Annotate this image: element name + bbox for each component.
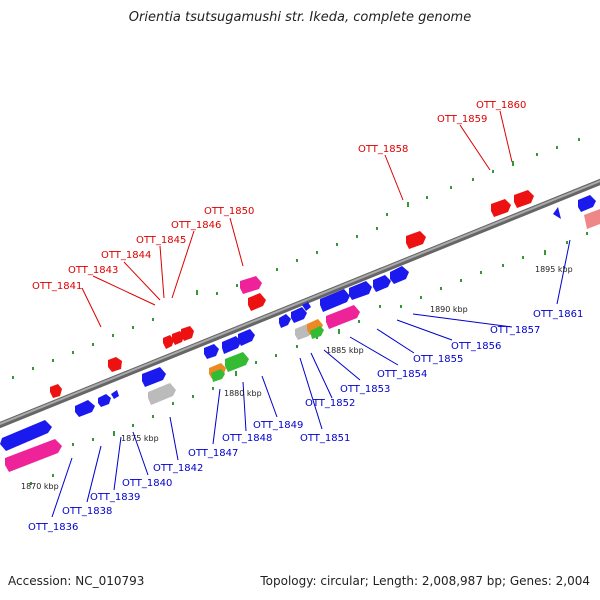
tick-1880: 1880 kbp: [224, 389, 262, 398]
gene-ott-1838[interactable]: [75, 400, 95, 417]
gene-ott-1850b[interactable]: [248, 293, 266, 311]
gene-ott-1839[interactable]: [98, 394, 111, 407]
gene-ott-1857b[interactable]: [390, 266, 409, 284]
gene-ott-1850[interactable]: [240, 276, 262, 294]
gene-ott-1840[interactable]: [111, 390, 119, 399]
label-leader-lines: [51, 110, 571, 518]
inner-dotted-track: [30, 232, 588, 485]
label-ott-1838[interactable]: OTT_1838: [62, 506, 112, 517]
gene-ott-1841[interactable]: [108, 357, 122, 372]
label-ott-1836[interactable]: OTT_1836: [28, 522, 78, 533]
genome-title: Orientia tsutsugamushi str. Ikeda, compl…: [128, 10, 472, 25]
label-ott-1848[interactable]: OTT_1848: [222, 433, 272, 444]
gene-ott-1844[interactable]: [163, 335, 174, 349]
tick-1890: 1890 kbp: [430, 305, 468, 314]
label-ott-1844[interactable]: OTT_1844: [101, 250, 151, 261]
accession-text: Accession: NC_010793: [8, 574, 145, 588]
gene-right-edge-blue[interactable]: [578, 195, 596, 212]
gene-right-edge-pink[interactable]: [584, 209, 600, 229]
genome-backbone-highlight: [0, 179, 600, 426]
label-ott-1842[interactable]: OTT_1842: [153, 463, 203, 474]
label-ott-1856[interactable]: OTT_1856: [451, 341, 501, 352]
label-ott-1849[interactable]: OTT_1849: [253, 420, 303, 431]
gene-ott-1836b[interactable]: [5, 439, 62, 472]
gene-ott-1843[interactable]: [50, 384, 62, 398]
gene-ott-1842[interactable]: [142, 367, 166, 387]
label-ott-1853[interactable]: OTT_1853: [340, 384, 390, 395]
label-ott-1840[interactable]: OTT_1840: [122, 478, 172, 489]
gene-ott-1849[interactable]: [238, 329, 255, 346]
gene-ott-1855[interactable]: [326, 305, 360, 329]
gene-ott-1860[interactable]: [514, 190, 534, 208]
tick-1895: 1895 kbp: [535, 265, 573, 274]
label-ott-1850[interactable]: OTT_1850: [204, 206, 254, 217]
gene-ott-1856[interactable]: [349, 281, 372, 300]
label-ott-1839[interactable]: OTT_1839: [90, 492, 140, 503]
label-ott-1854[interactable]: OTT_1854: [377, 369, 427, 380]
gene-ott-1848b[interactable]: [225, 352, 249, 372]
label-ott-1852[interactable]: OTT_1852: [305, 398, 355, 409]
label-ott-1857[interactable]: OTT_1857: [490, 325, 540, 336]
gene-ott-1853c[interactable]: [302, 302, 311, 311]
genome-summary-text: Topology: circular; Length: 2,008,987 bp…: [260, 574, 590, 588]
label-ott-1858[interactable]: OTT_1858: [358, 144, 408, 155]
label-ott-1847[interactable]: OTT_1847: [188, 448, 238, 459]
gene-ott-1853b[interactable]: [310, 326, 324, 339]
label-ott-1859[interactable]: OTT_1859: [437, 114, 487, 125]
gene-ott-1847c[interactable]: [211, 369, 225, 382]
reverse-gene-track: [0, 195, 596, 472]
label-ott-1841[interactable]: OTT_1841: [32, 281, 82, 292]
forward-gene-track: [50, 190, 600, 398]
scale-tick-labels: 1870 kbp 1875 kbp 1880 kbp 1885 kbp 1890…: [21, 265, 573, 491]
tick-1885: 1885 kbp: [326, 346, 364, 355]
forward-gene-labels: OTT_1841 OTT_1843 OTT_1844 OTT_1845 OTT_…: [32, 100, 526, 292]
label-ott-1846[interactable]: OTT_1846: [171, 220, 221, 231]
label-ott-1845[interactable]: OTT_1845: [136, 235, 186, 246]
gene-ott-1842b[interactable]: [148, 383, 176, 405]
gene-ott-1846[interactable]: [181, 326, 194, 341]
gene-ott-1858[interactable]: [406, 231, 426, 249]
reverse-gene-labels: OTT_1836 OTT_1838 OTT_1839 OTT_1840 OTT_…: [28, 309, 583, 533]
gene-ott-1847[interactable]: [204, 344, 219, 359]
gene-ott-1852[interactable]: [291, 307, 307, 323]
gene-ott-1857[interactable]: [373, 275, 391, 292]
label-ott-1843[interactable]: OTT_1843: [68, 265, 118, 276]
outer-dotted-track: [12, 138, 580, 379]
gene-ott-1851[interactable]: [279, 314, 291, 328]
tick-1870: 1870 kbp: [21, 482, 59, 491]
gene-ott-1859[interactable]: [491, 199, 511, 217]
gene-ott-1861[interactable]: [553, 207, 561, 219]
label-ott-1861[interactable]: OTT_1861: [533, 309, 583, 320]
gene-ott-1848[interactable]: [222, 336, 241, 354]
gene-ott-1854[interactable]: [320, 289, 350, 312]
label-ott-1851[interactable]: OTT_1851: [300, 433, 350, 444]
gene-ott-1836[interactable]: [0, 420, 52, 451]
label-ott-1860[interactable]: OTT_1860: [476, 100, 526, 111]
tick-1875: 1875 kbp: [121, 434, 159, 443]
label-ott-1855[interactable]: OTT_1855: [413, 354, 463, 365]
